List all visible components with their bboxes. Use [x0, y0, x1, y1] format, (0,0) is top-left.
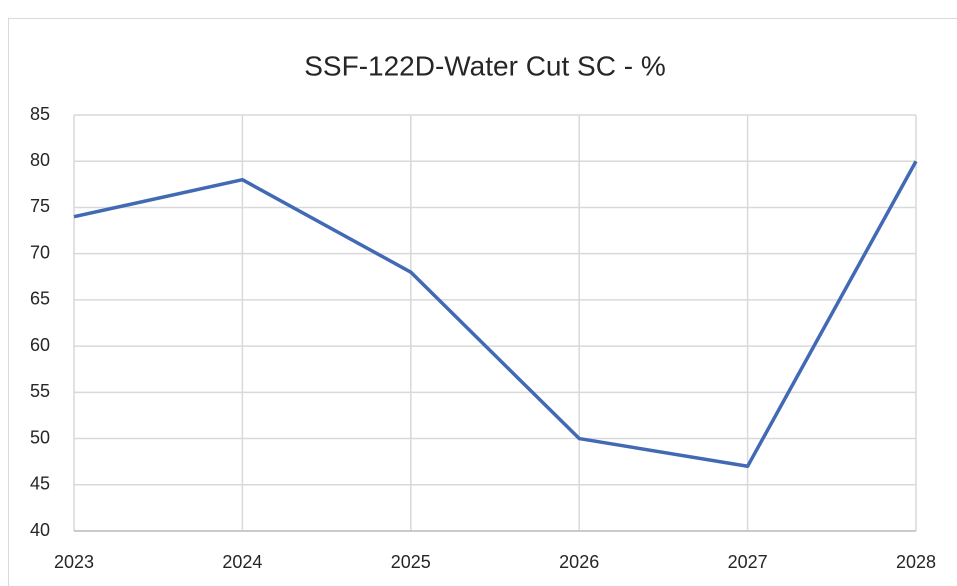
- y-tick-label: 45: [30, 474, 50, 494]
- x-tick-label: 2025: [391, 552, 431, 572]
- y-tick-label: 40: [30, 520, 50, 540]
- x-tick-label: 2026: [559, 552, 599, 572]
- x-tick-label: 2028: [896, 552, 936, 572]
- x-tick-label: 2027: [728, 552, 768, 572]
- chart-title: SSF-122D-Water Cut SC - %: [304, 50, 665, 81]
- line-series: [73, 160, 918, 469]
- y-tick-label: 85: [30, 104, 50, 124]
- y-tick-label: 60: [30, 335, 50, 355]
- y-tick-label: 55: [30, 381, 50, 401]
- x-tick-label: 2024: [222, 552, 262, 572]
- y-tick-label: 80: [30, 150, 50, 170]
- y-tick-label: 65: [30, 289, 50, 309]
- y-tick-label: 75: [30, 196, 50, 216]
- x-tick-label: 2023: [54, 552, 94, 572]
- y-tick-label: 50: [30, 427, 50, 447]
- y-tick-label: 70: [30, 242, 50, 262]
- chart-border: [8, 18, 957, 586]
